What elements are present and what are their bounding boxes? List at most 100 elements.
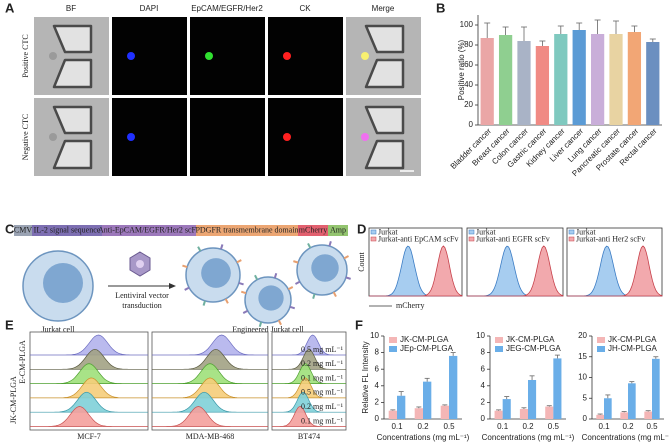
x-tick-label: 0.5 — [646, 422, 658, 431]
y-tick-label: 80 — [464, 40, 473, 49]
bar — [604, 398, 612, 419]
y-axis-label: Count — [357, 251, 366, 271]
y-tick-label: 0 — [469, 120, 474, 129]
legend-swatch — [370, 236, 377, 242]
receptor — [197, 246, 202, 252]
receptor — [238, 282, 244, 286]
x-axis-label: Concentrations (mg mL⁻¹) — [582, 433, 669, 442]
group-label: E-CM-PLGA — [18, 340, 27, 384]
legend-label: Jurkat — [476, 227, 496, 236]
cell-line-label: MCF-7 — [77, 432, 101, 441]
receptor — [277, 319, 282, 326]
chamber — [364, 139, 405, 170]
legend-swatch — [389, 346, 397, 352]
bar — [423, 381, 432, 419]
ridge-curve — [272, 406, 346, 427]
ridge-curve — [272, 334, 346, 356]
bar — [596, 414, 604, 419]
concentration-label: 0.5 mg mL⁻¹ — [301, 345, 344, 354]
bar — [498, 35, 513, 125]
construct-segment — [14, 225, 32, 236]
nucleus — [258, 285, 284, 311]
construct-label: Anti-EpCAM/EGFR/Her2 scFv — [98, 225, 200, 234]
cell-signal — [205, 52, 213, 60]
cell-signal — [361, 52, 369, 60]
bar — [644, 411, 652, 419]
legend-swatch — [568, 236, 575, 242]
bar — [414, 408, 423, 419]
row-label: Positive CTC — [21, 34, 30, 77]
bar — [554, 34, 568, 125]
cell-signal — [127, 133, 135, 141]
transduction-label: Lentiviral vector — [115, 291, 169, 300]
x-axis-label: mCherry — [396, 301, 424, 310]
x-tick-label: 0.1 — [391, 422, 403, 431]
bar — [480, 38, 494, 125]
bar — [517, 41, 531, 125]
ridge-curve — [272, 348, 346, 370]
cell-signal — [127, 52, 135, 60]
concentration-label: 0.1 mg mL⁻¹ — [301, 373, 344, 382]
y-tick-label: 60 — [464, 60, 473, 69]
receptor — [328, 241, 332, 247]
panel-label: A — [5, 0, 15, 15]
y-tick-label: 4 — [481, 381, 486, 390]
receptor — [293, 260, 299, 264]
y-tick-label: 6 — [375, 364, 380, 373]
concentration-label: 0.1 mg mL⁻¹ — [301, 416, 344, 425]
receptor — [258, 321, 263, 328]
cell-signal — [49, 133, 57, 141]
micrograph — [112, 17, 187, 95]
receptor — [220, 244, 224, 250]
ridge-curve — [152, 334, 268, 356]
bar — [545, 406, 554, 419]
receptor — [273, 272, 278, 279]
legend-swatch — [468, 229, 475, 235]
transduction-label: transduction — [122, 301, 162, 310]
nucleus — [43, 263, 83, 303]
legend-label: JEp-CM-PLGA — [400, 344, 454, 353]
x-tick-label: 0.2 — [622, 422, 634, 431]
micrograph — [190, 17, 265, 95]
receptor — [184, 286, 190, 291]
receptor — [289, 305, 296, 310]
receptor — [345, 276, 351, 280]
micrograph — [112, 98, 187, 176]
bar — [609, 34, 623, 125]
concentration-label: 0.2 mg mL⁻¹ — [301, 402, 344, 411]
y-tick-label: 0 — [583, 414, 588, 423]
bar — [652, 358, 660, 419]
y-tick-label: 100 — [460, 20, 474, 29]
legend-label: Jurkat-anti EGFR scFv — [476, 234, 550, 243]
receptor — [240, 290, 247, 295]
legend-label: Jurkat — [378, 227, 398, 236]
construct-segment — [196, 225, 298, 236]
y-tick-label: 40 — [464, 80, 473, 89]
cell-signal — [283, 52, 291, 60]
bar — [646, 42, 660, 125]
ridge-curve — [152, 377, 268, 399]
y-tick-label: 4 — [375, 381, 380, 390]
chamber — [52, 105, 93, 135]
panel-label: B — [436, 0, 445, 15]
construct-label: CMV — [14, 225, 32, 234]
legend-swatch — [597, 346, 605, 352]
chamber — [364, 105, 405, 135]
y-tick-label: 10 — [476, 331, 485, 340]
legend-label: JEG-CM-PLGA — [506, 344, 561, 353]
legend-swatch — [495, 337, 503, 343]
legend-label: Jurkat-anti Her2 scFv — [576, 234, 645, 243]
bar — [449, 355, 458, 419]
ridge-curve — [30, 363, 148, 384]
column-header: DAPI — [140, 4, 159, 13]
receptor — [307, 242, 312, 249]
ridge-curve — [272, 377, 346, 399]
y-tick-label: 8 — [375, 348, 380, 357]
x-axis-label: Concentrations (mg mL⁻¹) — [482, 433, 575, 442]
legend-swatch — [370, 229, 377, 235]
histogram-curve — [567, 245, 663, 297]
bar — [590, 34, 605, 125]
bar — [572, 30, 586, 125]
legend-swatch — [389, 337, 397, 343]
row-label: Negative CTC — [21, 114, 30, 160]
